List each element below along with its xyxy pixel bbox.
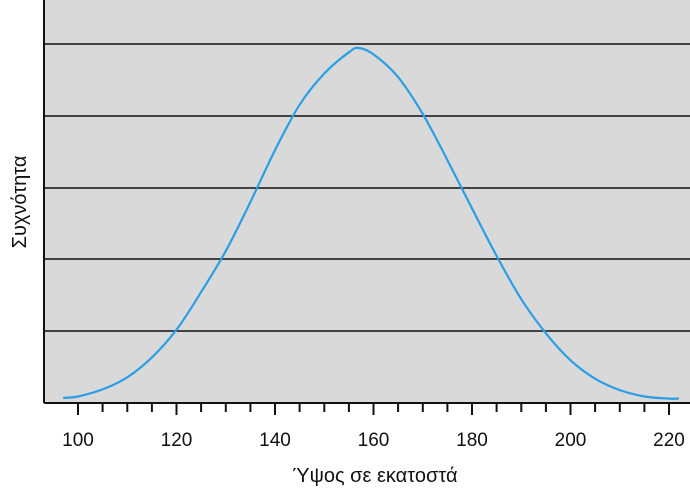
x-tick-label: 220 (653, 430, 685, 451)
plot-background (44, 0, 690, 403)
x-axis-title: Ύψος σε εκατοστά (293, 465, 458, 487)
x-tick-label: 140 (259, 430, 291, 451)
x-tick-label: 200 (555, 430, 587, 451)
gridlines (44, 43, 690, 332)
x-tick-label: 180 (456, 430, 488, 451)
y-axis-title: Συχνότητα (9, 156, 31, 249)
x-tick-label: 160 (358, 430, 390, 451)
x-tick-label: 100 (62, 430, 94, 451)
x-axis-ticks (77, 403, 670, 415)
series-line (63, 46, 679, 400)
x-axis-tick-labels: 100 120 140 160 180 200 220 (62, 430, 685, 451)
x-tick-label: 120 (161, 430, 193, 451)
